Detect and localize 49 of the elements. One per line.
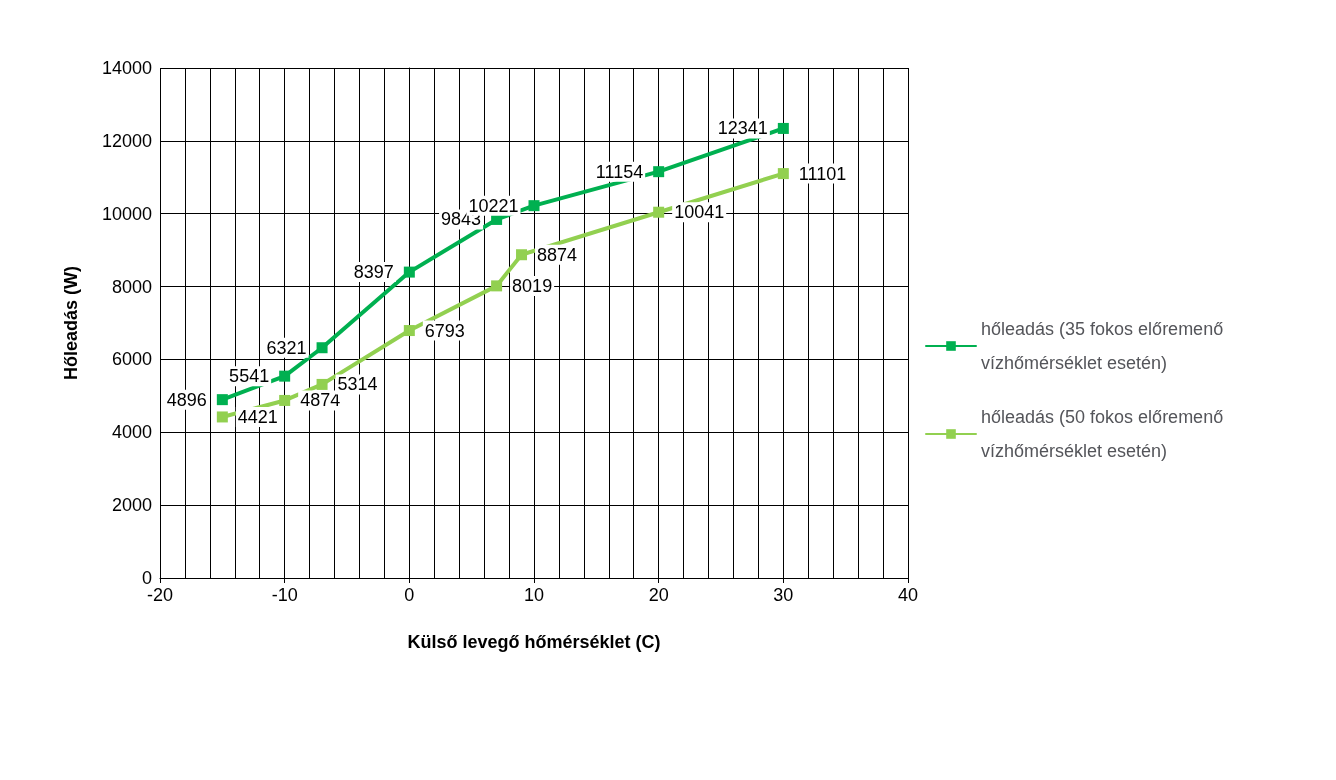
data-label: 12341 [717, 118, 768, 139]
point [653, 166, 665, 178]
x-tick-label: 20 [648, 585, 669, 605]
point [279, 370, 291, 382]
y-tick-label: 6000 [111, 349, 152, 370]
y-tick-label: 2000 [111, 495, 152, 516]
x-tick-label: 0 [404, 585, 415, 605]
data-label: 4421 [237, 406, 278, 427]
data-label: 11154 [595, 161, 644, 182]
point [316, 342, 328, 354]
y-tick-label: 8000 [111, 276, 152, 297]
point [216, 394, 228, 406]
data-label: 5541 [229, 366, 270, 387]
data-label: 6793 [424, 320, 465, 341]
data-label: 10221 [468, 195, 519, 216]
data-label: 4896 [166, 389, 207, 410]
x-tick-label: -20 [146, 585, 174, 605]
legend-label: hőleadás (35 fokos előremenő vízhőmérséklet esetén) [981, 319, 1229, 373]
x-tick-label: -10 [271, 585, 298, 605]
y-tick-label: 0 [141, 568, 152, 588]
legend-label: hőleadás (50 fokos előremenő vízhőmérséklet esetén) [981, 407, 1229, 461]
x-tick-label: 10 [523, 585, 545, 605]
point [491, 280, 503, 292]
data-label: 8019 [512, 275, 553, 296]
point [777, 168, 789, 180]
point [316, 378, 328, 390]
point [403, 266, 415, 278]
y-axis-title: Hőleadás (W) [61, 265, 81, 381]
y-tick-label: 12000 [101, 130, 152, 151]
x-axis-title: Külső levegő hőmérséklet (C) [407, 632, 661, 652]
data-label: 6321 [266, 337, 307, 358]
y-tick-label: 4000 [111, 422, 152, 443]
point [653, 206, 665, 218]
point [216, 411, 228, 423]
data-label: 4874 [300, 390, 341, 411]
data-label: 8397 [353, 262, 394, 283]
x-tick-label: 30 [773, 585, 794, 605]
data-label: 11101 [798, 163, 847, 184]
point [777, 122, 789, 134]
y-tick-label: 14000 [101, 58, 152, 78]
point [403, 325, 415, 337]
data-label: 8874 [537, 244, 578, 265]
data-label: 5314 [337, 374, 378, 395]
point [528, 200, 540, 212]
x-tick-label: 40 [897, 585, 919, 605]
point [516, 249, 528, 261]
y-tick-label: 10000 [101, 203, 152, 224]
point [279, 394, 291, 406]
data-label: 10041 [674, 202, 725, 223]
